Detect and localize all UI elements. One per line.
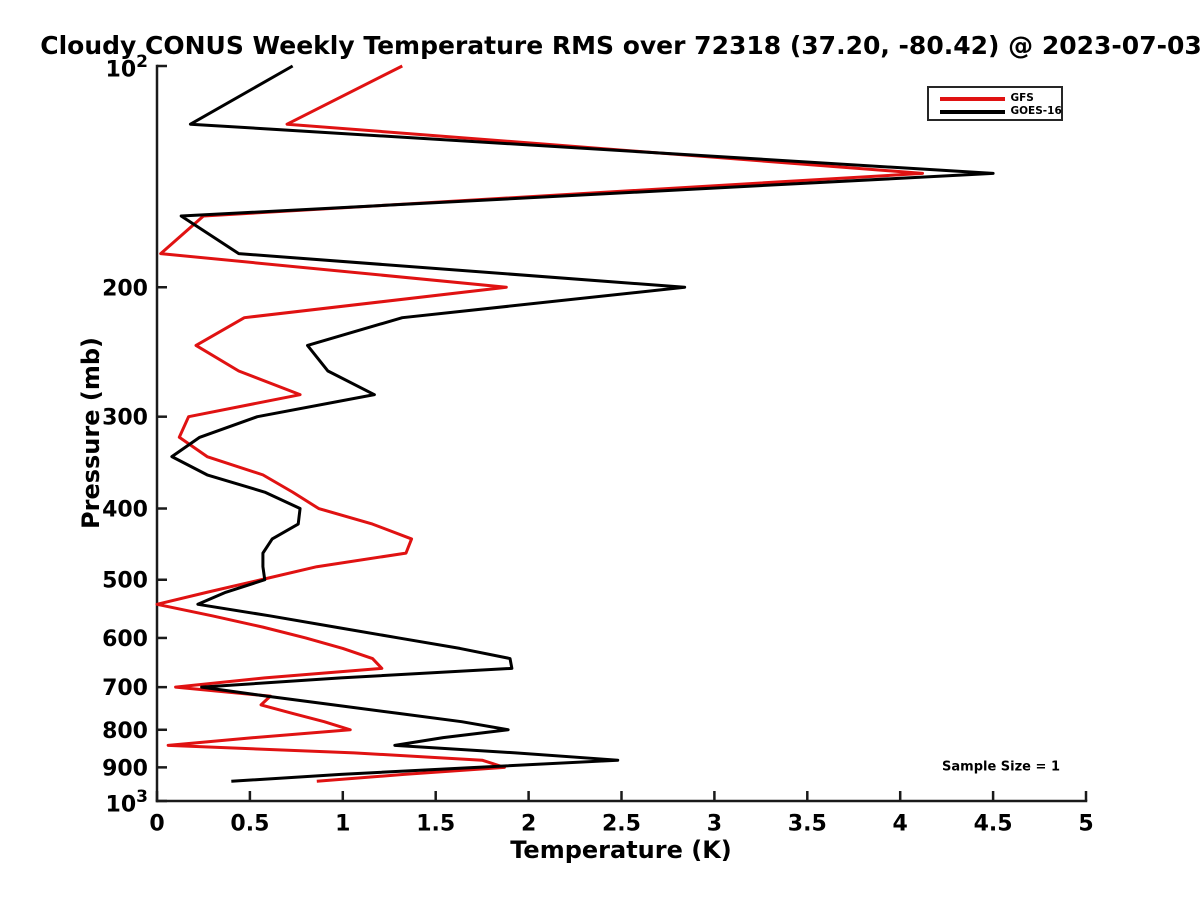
x-tick-label: 4 bbox=[893, 812, 908, 837]
y-tick-label: 400 bbox=[102, 498, 148, 523]
x-tick-label: 3.5 bbox=[788, 812, 827, 837]
y-tick-label: 500 bbox=[102, 569, 148, 594]
x-tick-label: 0.5 bbox=[230, 812, 269, 837]
x-tick-label: 4.5 bbox=[974, 812, 1013, 837]
x-tick-label: 3 bbox=[707, 812, 722, 837]
sample-size-annotation: Sample Size = 1 bbox=[942, 759, 1060, 774]
gfs-line-swatch bbox=[939, 97, 1005, 101]
y-tick-label: 900 bbox=[102, 756, 148, 781]
y-axis-label: Pressure (mb) bbox=[77, 337, 105, 529]
x-tick-label: 1.5 bbox=[416, 812, 455, 837]
legend-label-goes16: GOES-16 bbox=[1010, 104, 1062, 117]
y-tick-label: 800 bbox=[102, 719, 148, 744]
x-tick-label: 2.5 bbox=[602, 812, 641, 837]
axes bbox=[155, 64, 1088, 803]
y-tick-label: 300 bbox=[102, 406, 148, 431]
tick-labels: 0 0.5 1 1.5 2 2.5 3 3.5 4 4.5 5 102 200 300 400 500 600 7… bbox=[102, 52, 1094, 837]
y-tick-label: 700 bbox=[102, 676, 148, 701]
legend-label-gfs: GFS bbox=[1010, 91, 1034, 104]
x-tick-label: 1 bbox=[335, 812, 350, 837]
x-tick-label: 5 bbox=[1078, 812, 1093, 837]
x-tick-label: 0 bbox=[149, 812, 164, 837]
y-tick-label: 102 bbox=[106, 52, 148, 83]
goes16-line-swatch bbox=[939, 110, 1005, 114]
y-tick-label: 200 bbox=[102, 276, 148, 301]
series-line-goes-16 bbox=[170, 64, 995, 783]
legend: GFS GOES-16 bbox=[927, 86, 1063, 121]
series-line-gfs bbox=[155, 64, 924, 783]
x-tick-label: 2 bbox=[521, 812, 536, 837]
chart-title: Cloudy CONUS Weekly Temperature RMS over… bbox=[40, 31, 1200, 60]
y-tick-label: 600 bbox=[102, 627, 148, 652]
data-series bbox=[155, 64, 995, 783]
x-axis-label: Temperature (K) bbox=[510, 836, 732, 864]
y-tick-label: 103 bbox=[106, 787, 148, 818]
